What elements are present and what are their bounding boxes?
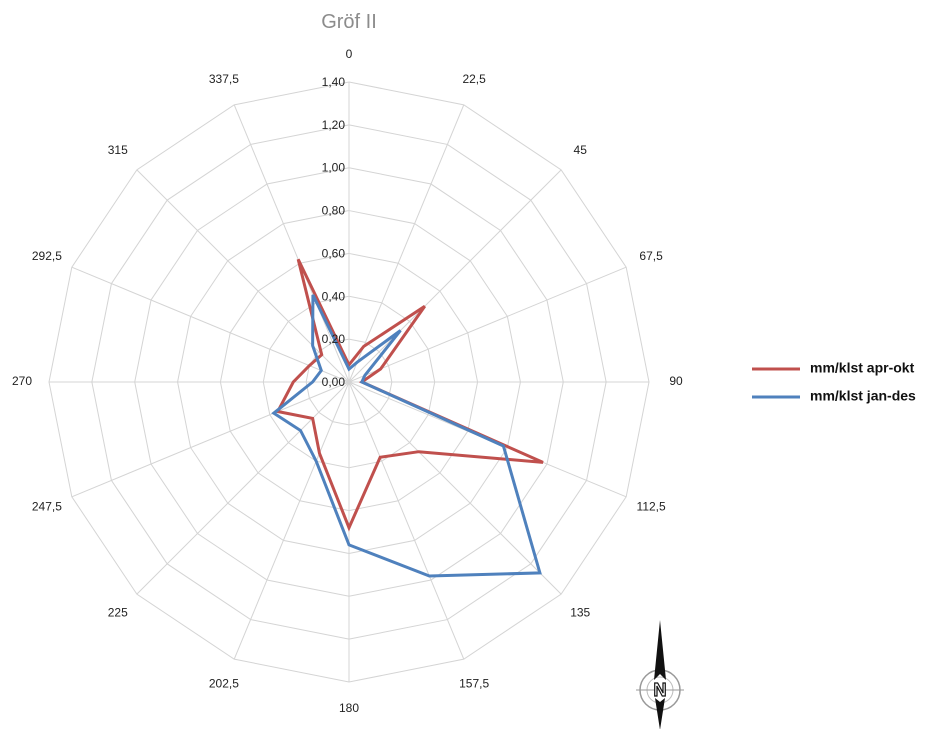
radial-tick-label: 0,40 [322,289,346,303]
angle-label: 90 [669,374,683,388]
grid-spoke [348,266,627,383]
angle-label: 225 [108,605,128,619]
angle-label: 337,5 [209,72,239,86]
angle-label: 0 [346,47,353,61]
angle-label: 157,5 [459,676,489,690]
grid-spoke [348,381,562,595]
grid-spoke [348,104,465,383]
north-arrow-icon: N [636,620,684,729]
grid-spoke [348,381,465,660]
chart-title: Gröf II [321,11,377,33]
angle-label: 180 [339,701,359,715]
grid-spoke [71,266,350,383]
angle-label: 112,5 [637,499,666,513]
grid-spoke [233,381,350,660]
angle-label: 292,5 [32,249,62,263]
angle-label: 45 [574,143,588,157]
radial-tick-label: 0,00 [322,375,346,389]
angle-label: 202,5 [209,676,239,690]
angle-label: 270 [12,374,32,388]
series-line-0 [275,258,544,532]
legend-item-jan-des[interactable]: mm/klst jan-des [752,388,916,404]
grid-spoke [136,381,350,595]
radial-tick-label: 0,80 [322,204,346,218]
angle-label: 315 [108,143,128,157]
legend-label-apr-okt: mm/klst apr-okt [810,360,915,376]
angle-labels: 0 22,5 45 67,5 90 112,5 135 157,5 180 202,5 225 247… [12,47,683,715]
angle-label: 67,5 [639,249,663,263]
legend-item-apr-okt[interactable]: mm/klst apr-okt [752,360,915,376]
radial-tick-label: 1,20 [322,118,346,132]
angle-label: 22,5 [462,72,486,86]
radar-grid [48,81,650,683]
grid-spoke [71,381,350,498]
radar-series [271,258,544,578]
legend-label-jan-des: mm/klst jan-des [810,388,916,404]
angle-label: 247,5 [32,499,62,513]
grid-spoke [136,169,350,383]
radial-tick-label: 0,20 [322,332,346,346]
angle-label: 135 [570,605,590,619]
grid-spoke [348,169,562,383]
legend: mm/klst apr-okt mm/klst jan-des [752,360,916,404]
radial-tick-label: 0,60 [322,246,346,260]
radial-tick-label: 1,40 [322,75,346,89]
radial-tick-label: 1,00 [322,161,346,175]
north-letter: N [654,680,667,700]
radial-tick-labels: 0,00 0,20 0,40 0,60 0,80 1,00 1,20 1,40 [322,75,346,389]
grid-spoke [233,104,350,383]
